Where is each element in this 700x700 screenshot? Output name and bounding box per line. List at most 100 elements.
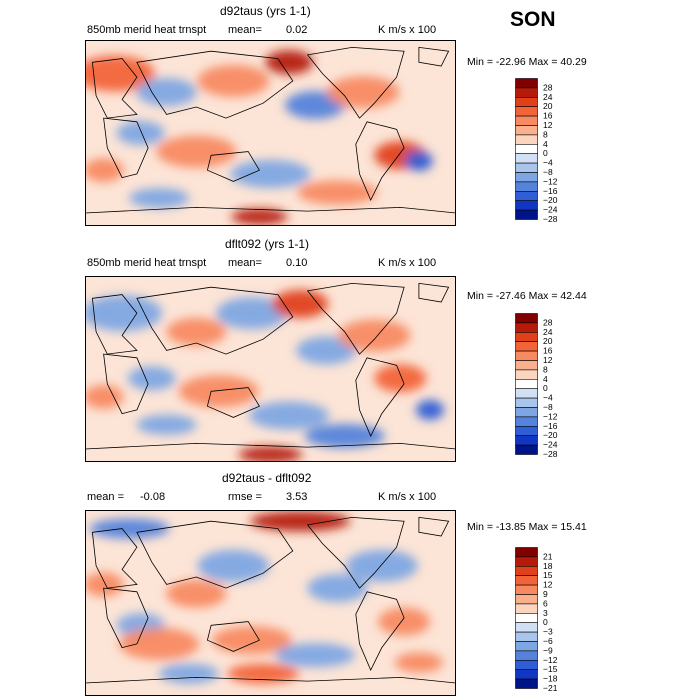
colorbar-tick-label: 4 (543, 374, 548, 384)
field-anomaly-4 (307, 574, 368, 603)
coastline-5 (355, 121, 405, 201)
panel3-mean-label: mean = (87, 491, 124, 503)
field-anomaly-1 (166, 317, 227, 346)
coastline-3 (206, 151, 260, 182)
colorbar-tick-label: −24 (543, 440, 558, 450)
colorbar-cell (515, 565, 538, 576)
colorbar-cell (515, 115, 538, 126)
colorbar-tick-label: 8 (543, 364, 548, 374)
coastline-7 (85, 206, 456, 226)
colorbar-cell (515, 444, 538, 455)
colorbar-cell (515, 134, 538, 145)
coastline-3 (206, 621, 260, 652)
season-label: SON (510, 8, 556, 31)
field-anomaly-9 (178, 375, 259, 408)
field-anomaly-3 (265, 50, 314, 75)
colorbar-tick-label: −28 (543, 214, 558, 224)
field-anomaly-8 (127, 366, 176, 391)
colorbar-cell (515, 388, 538, 399)
colorbar-tick-label: 12 (543, 120, 553, 130)
colorbar-tick-label: 28 (543, 82, 553, 92)
panel1-units: K m/s x 100 (378, 24, 437, 36)
coastline-4 (306, 46, 405, 119)
colorbar-tick-label: −3 (543, 627, 553, 637)
field-anomaly-6 (378, 607, 431, 636)
panel1-mean-label: mean= (228, 24, 262, 36)
field-anomaly-13 (394, 652, 443, 673)
colorbar-cell (515, 435, 538, 446)
colorbar-tick-label: −16 (543, 421, 558, 431)
colorbar-cell (515, 416, 538, 427)
field-anomaly-5 (338, 319, 411, 352)
colorbar-tick-label: 15 (543, 570, 553, 580)
coastline-0 (91, 528, 138, 589)
panel2-subtitle: 850mb merid heat trnspt (87, 257, 207, 269)
field-anomaly-12 (231, 208, 288, 225)
coastline-0 (91, 294, 138, 355)
colorbar-cell (515, 556, 538, 567)
colorbar-cell (515, 360, 538, 371)
colorbar-cell (515, 153, 538, 164)
coastline-1 (103, 587, 149, 649)
colorbar-cell (515, 426, 538, 437)
panel2-title: dflt092 (yrs 1-1) (225, 237, 310, 251)
colorbar-cell (515, 96, 538, 107)
field-anomaly-9 (212, 626, 292, 655)
colorbar-tick-label: −20 (543, 430, 558, 440)
field-anomaly-1 (250, 511, 351, 532)
colorbar-cell (515, 350, 538, 361)
colorbar-cell (515, 631, 538, 642)
colorbar-tick-label: 9 (543, 589, 548, 599)
field-anomaly-0 (85, 295, 163, 332)
panel3-mean-value: -0.08 (140, 491, 166, 503)
colorbar-tick-label: −16 (543, 186, 558, 196)
field-anomaly-14 (85, 384, 124, 409)
colorbar-cell (515, 594, 538, 605)
colorbar-cell (515, 144, 538, 155)
colorbar-tick-label: 18 (543, 561, 553, 571)
coastline-5 (355, 591, 405, 671)
panel1-map (85, 40, 456, 226)
colorbar-tick-label: −4 (543, 393, 553, 403)
field-anomaly-5 (345, 549, 418, 582)
field-anomaly-8 (119, 627, 200, 660)
map-frame (85, 510, 456, 696)
colorbar-cell (515, 78, 538, 89)
field-anomaly-14 (85, 158, 124, 183)
colorbar-tick-label: 12 (543, 355, 553, 365)
coastline-7 (85, 676, 456, 696)
colorbar-cell (515, 379, 538, 390)
map-frame (85, 276, 456, 462)
colorbar-tick-label: −4 (543, 158, 553, 168)
field-anomaly-4 (296, 336, 357, 365)
panel2-minmax: Min = -27.46 Max = 42.44 (467, 290, 587, 302)
coastline-4 (306, 282, 405, 355)
map-frame (85, 40, 456, 226)
field-anomaly-12 (238, 446, 303, 462)
colorbar-cell (515, 341, 538, 352)
coastline-0 (91, 58, 138, 119)
panel3-units: K m/s x 100 (378, 491, 437, 503)
colorbar-tick-label: −9 (543, 645, 553, 655)
colorbar-tick-label: 16 (543, 346, 553, 356)
colorbar-cell (515, 331, 538, 342)
panel2-units: K m/s x 100 (378, 257, 437, 269)
colorbar-tick-label: −6 (543, 636, 553, 646)
field-anomaly-11 (297, 180, 378, 205)
colorbar-cell (515, 603, 538, 614)
colorbar-cell (515, 172, 538, 183)
field-anomaly-12 (158, 663, 219, 684)
coastline-1 (103, 117, 149, 179)
colorbar-tick-label: −12 (543, 411, 558, 421)
coastline-7 (85, 442, 456, 462)
field-anomaly-7 (416, 399, 444, 420)
colorbar-tick-label: 12 (543, 580, 553, 590)
field-anomaly-0 (85, 55, 155, 92)
field-anomaly-7 (404, 150, 433, 171)
coastline-2 (136, 50, 294, 119)
colorbar-tick-label: 20 (543, 101, 553, 111)
panel1-title: d92taus (yrs 1-1) (220, 4, 311, 18)
coastline-4 (306, 516, 405, 589)
